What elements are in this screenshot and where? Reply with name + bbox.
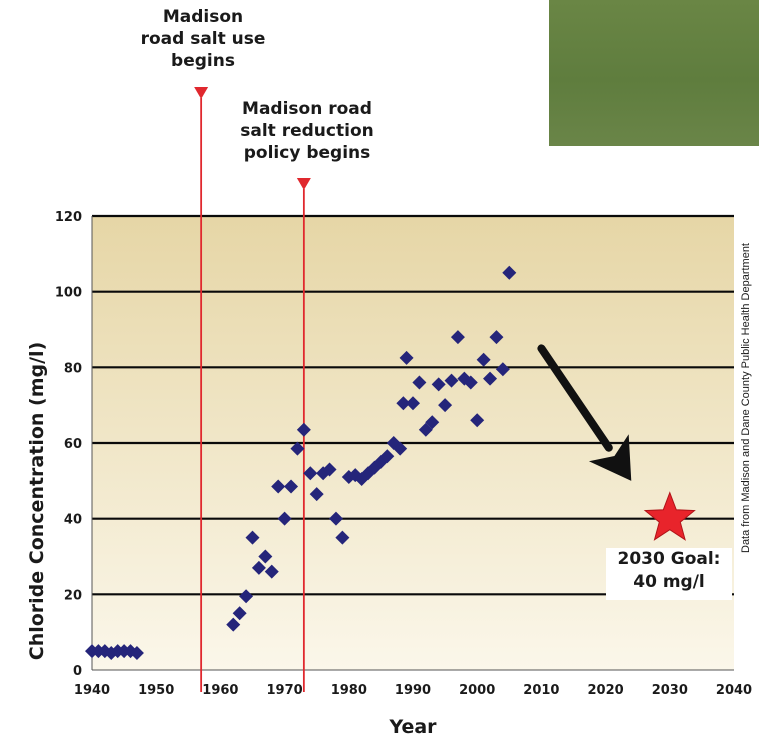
data-point	[303, 466, 318, 481]
data-point	[444, 373, 459, 388]
data-point	[495, 362, 510, 377]
data-point	[309, 487, 324, 502]
x-tick-label: 1950	[138, 683, 174, 698]
x-tick-label: 2020	[588, 683, 624, 698]
goal-marker	[643, 491, 696, 541]
data-point	[296, 422, 311, 437]
salt-use-annotation: Madison road salt use begins	[140, 7, 266, 71]
data-point	[277, 511, 292, 526]
vertical-markers	[194, 87, 311, 692]
trend-arrow-head	[588, 434, 632, 481]
x-tick-label: 2000	[459, 683, 495, 698]
marker-arrowhead-1957	[194, 87, 209, 99]
data-point	[399, 350, 414, 365]
data-point	[271, 479, 286, 494]
data-point	[284, 479, 299, 494]
x-tick-label: 1980	[331, 683, 367, 698]
trend-arrow-shaft	[537, 344, 613, 452]
marker-arrowhead-1973	[296, 178, 311, 190]
y-tick-label: 20	[64, 588, 82, 603]
photo-placeholder	[549, 0, 759, 146]
data-point	[483, 371, 498, 386]
data-point	[335, 530, 350, 545]
data-point	[322, 462, 337, 477]
data-point	[328, 511, 343, 526]
salt-reduction-annotation: Madison road salt reduction policy begin…	[240, 99, 374, 163]
x-tick-label: 1960	[202, 683, 238, 698]
x-tick-label: 1940	[74, 683, 110, 698]
goal-label: 2030 Goal: 40 mg/l	[606, 548, 732, 600]
data-point	[396, 396, 411, 411]
x-tick-label: 2010	[523, 683, 559, 698]
data-point	[290, 441, 305, 456]
data-point	[406, 396, 420, 411]
data-point	[489, 330, 504, 345]
data-points	[85, 265, 517, 660]
y-tick-label: 80	[64, 361, 82, 376]
x-tick-label: 1970	[267, 683, 303, 698]
data-point	[431, 377, 446, 392]
data-point	[412, 375, 427, 390]
goal-star-icon	[643, 491, 696, 541]
x-tick-labels: 1940 1950 1960 1970 1980 1990 2000 2010 2020 2030…	[74, 683, 752, 698]
x-tick-label: 2040	[716, 683, 752, 698]
y-tick-label: 40	[64, 513, 82, 528]
data-point	[232, 606, 247, 621]
data-point	[251, 560, 266, 575]
y-axis-label: Chloride Concentration (mg/l)	[26, 342, 48, 661]
y-tick-label: 120	[55, 210, 82, 225]
y-tick-label: 0	[73, 664, 82, 679]
x-tick-label: 1990	[395, 683, 431, 698]
data-point	[438, 398, 453, 413]
data-point	[476, 352, 491, 367]
data-point	[264, 564, 279, 579]
y-tick-labels: 0 20 40 60 80 100 120	[55, 210, 82, 679]
data-point	[470, 413, 485, 428]
data-point	[239, 589, 254, 604]
data-point	[258, 549, 273, 564]
x-axis-label: Year	[388, 716, 437, 738]
grid-lines	[91, 214, 734, 671]
data-point	[226, 617, 241, 632]
data-point	[502, 265, 517, 280]
data-point	[425, 415, 440, 430]
y-tick-label: 60	[64, 437, 82, 452]
data-point	[393, 441, 408, 456]
x-tick-label: 2030	[652, 683, 688, 698]
data-point	[450, 330, 465, 345]
trend-arrow	[537, 344, 632, 481]
data-point	[129, 645, 144, 660]
data-point	[463, 375, 478, 390]
source-credit: Data from Madison and Dane County Public…	[740, 243, 752, 553]
data-point	[380, 449, 395, 464]
data-point	[245, 530, 260, 545]
y-tick-label: 100	[55, 286, 82, 301]
